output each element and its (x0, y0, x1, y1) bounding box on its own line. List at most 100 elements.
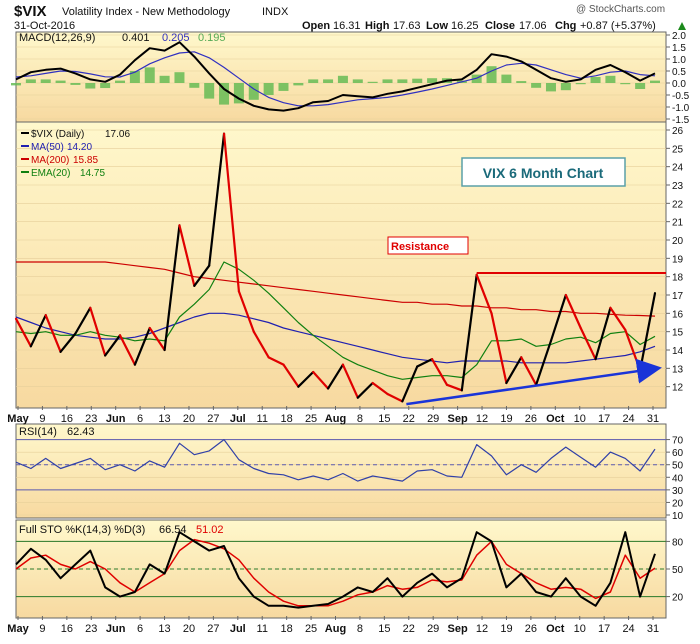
macd-histogram-bar (650, 80, 660, 83)
macd-histogram-bar (323, 79, 334, 83)
rsi-tick-label: 40 (672, 473, 684, 484)
macd-histogram-bar (278, 83, 289, 91)
stochastic-x-tick-label: 15 (378, 623, 390, 635)
price-tick-label: 26 (672, 126, 684, 137)
stochastic-x-tick-label: 27 (207, 623, 219, 635)
macd-histogram-bar (545, 83, 556, 92)
price-x-tick-label: 24 (622, 413, 634, 425)
macd-tick-label: 0.5 (672, 67, 686, 78)
price-tick-label: 25 (672, 144, 684, 155)
vix-price-segment (14, 317, 32, 348)
price-legend: $VIX (Daily) 17.06 MA(50) 14.20 MA(200) … (21, 129, 130, 179)
chart-title-text: VIX 6 Month Chart (483, 165, 604, 181)
rsi-tick-label: 10 (672, 511, 684, 522)
vix-price-segment (178, 224, 196, 287)
vix-price-segment (208, 132, 226, 267)
price-tick-label: 18 (672, 273, 684, 284)
stochastic-x-tick-label: May (7, 623, 29, 635)
vix-legend-value: 17.06 (105, 129, 130, 140)
price-tick-label: 15 (672, 328, 684, 339)
macd-histogram-bar (397, 79, 408, 83)
vix-price-segment (520, 356, 538, 386)
vix-price-segment (267, 356, 285, 366)
close-value: 17.06 (519, 20, 547, 32)
rsi-legend-value: 62.43 (67, 426, 95, 438)
macd-histogram-bar (352, 79, 363, 83)
quote-row: Open 16.31 High 17.63 Low 16.25 Close 17… (302, 20, 686, 32)
macd-line (15, 41, 656, 112)
stochastic-x-tick-label: 16 (61, 623, 73, 635)
ma200-line (16, 261, 656, 317)
price-x-tick-label: 31 (647, 413, 659, 425)
price-x-tick-label: Jul (230, 413, 246, 425)
stochastic-tick-label: 50 (672, 565, 684, 576)
vix-price-segment (356, 381, 374, 399)
low-value: 16.25 (451, 20, 479, 32)
macd-histogram-bar (159, 75, 170, 83)
vix-price-segment (639, 292, 657, 372)
vix-legend-label: $VIX (Daily) (31, 129, 84, 140)
macd-histogram-bar (55, 80, 66, 83)
exchange-label: INDX (262, 6, 289, 18)
rsi-tick-label: 20 (672, 498, 684, 509)
price-x-tick-label: 17 (598, 413, 610, 425)
stochastic-x-tick-label: 19 (500, 623, 512, 635)
price-tick-label: 22 (672, 199, 684, 210)
macd-legend-label: MACD(12,26,9) (19, 32, 95, 44)
vix-price-segment (118, 334, 136, 366)
macd-histogram-bar (129, 71, 140, 83)
macd-tick-label: 0.0 (672, 79, 686, 90)
price-tick-label: 19 (672, 254, 684, 265)
vix-price-segment (282, 363, 300, 388)
price-x-tick-label: Oct (546, 413, 565, 425)
stochastic-k-line (15, 531, 656, 609)
stochastic-x-tick-label: 26 (525, 623, 537, 635)
rsi-tick-label: 60 (672, 448, 684, 459)
stochastic-x-tick-label: 24 (622, 623, 634, 635)
stochastic-legend-label: Full STO %K(14,3) %D(3) (19, 524, 145, 536)
stochastic-tick-label: 20 (672, 593, 684, 604)
stochastic-x-tick-label: 29 (427, 623, 439, 635)
price-x-tick-label: 25 (305, 413, 317, 425)
stochastic-tick-label: 80 (672, 537, 684, 548)
low-label: Low (426, 20, 448, 32)
price-x-tick-label: 27 (207, 413, 219, 425)
rsi-tick-label: 70 (672, 436, 684, 447)
macd-legend-signal: 0.205 (162, 32, 190, 44)
price-x-tick-label: 20 (183, 413, 195, 425)
price-tick-label: 17 (672, 291, 684, 302)
price-x-tick-label: 19 (500, 413, 512, 425)
rsi-legend: RSI(14) 62.43 (19, 426, 95, 438)
resistance-label-box (387, 236, 469, 255)
macd-histogram-bar (189, 83, 200, 88)
ma50-legend-label: MA(50) (31, 142, 64, 153)
price-x-tick-label: Aug (325, 413, 346, 425)
vix-price-segment (104, 334, 122, 357)
vix-price-segment (193, 264, 211, 287)
stochastic-x-tick-label: Jun (106, 623, 126, 635)
vix-price-segment (416, 358, 434, 368)
price-tick-label: 16 (672, 309, 684, 320)
vix-price-segment (148, 326, 166, 352)
stochastic-x-tick-label: 11 (257, 623, 268, 635)
ma200-legend-label: MA(200) (31, 155, 69, 166)
high-value: 17.63 (393, 20, 421, 32)
macd-histogram-bar (144, 67, 155, 83)
price-x-tick-label: 18 (281, 413, 293, 425)
stochastic-legend-k: 66.54 (159, 524, 187, 536)
vix-price-segment (490, 312, 508, 385)
vix-price-segment (549, 293, 567, 342)
macd-tick-label: 1.5 (672, 43, 686, 54)
stochastic-x-tick-label: 17 (598, 623, 610, 635)
price-x-tick-label: 29 (427, 413, 439, 425)
macd-histogram-bar (367, 81, 378, 83)
chg-label: Chg (555, 20, 576, 32)
vix-price-segment (163, 224, 181, 352)
up-triangle-icon (678, 22, 686, 30)
macd-histogram-bar (501, 74, 512, 83)
uptrend-arrow (406, 358, 662, 406)
stochastic-legend: Full STO %K(14,3) %D(3) 66.54 51.02 (19, 524, 224, 536)
stochastic-x-tick-label: 12 (476, 623, 488, 635)
close-label: Close (485, 20, 515, 32)
